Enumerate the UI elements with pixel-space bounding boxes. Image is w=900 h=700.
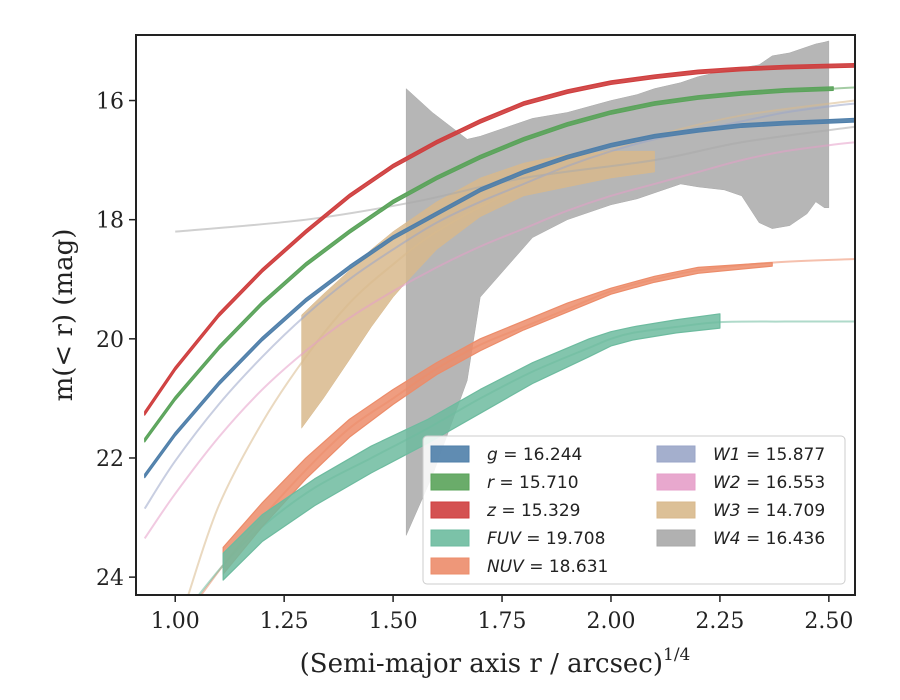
legend-label-nuv: NUV = 18.631 (487, 557, 608, 577)
legend-swatch-g (430, 445, 470, 463)
legend-swatch-r (430, 473, 470, 491)
model-curves (143, 63, 855, 595)
x-axis-label-exponent: 1/4 (663, 645, 690, 665)
y-tick-label: 18 (96, 209, 124, 234)
model-curve-w1 (143, 102, 855, 510)
legend-label-g: g = 16.244 (487, 445, 582, 465)
legend-swatch-z (430, 501, 470, 519)
x-tick-label: 2.50 (804, 609, 853, 634)
x-tick-label: 1.25 (260, 609, 309, 634)
x-tick-label: 2.25 (695, 609, 744, 634)
band-z (144, 63, 855, 416)
model-curve-w2 (143, 141, 855, 539)
legend-entries: g = 16.244 r = 15.710 z = 15.329 FUV = 19.7… (430, 445, 825, 577)
legend-swatch-fuv (430, 529, 470, 547)
model-curve-w3 (187, 99, 855, 595)
plot-frame (135, 34, 856, 596)
legend-label-w3: W3 = 14.709 (713, 501, 825, 521)
x-axis-label: (Semi-major axis r / arcsec)1/4 (300, 645, 691, 679)
axis-ticks: 1.00 1.25 1.50 1.75 2.00 2.25 2.50 16 18 20 22 24 (96, 90, 853, 634)
legend-label-fuv: FUV = 19.708 (487, 529, 605, 549)
x-tick-label: 2.00 (586, 609, 635, 634)
legend: g = 16.244 r = 15.710 z = 15.329 FUV = 19.7… (422, 435, 846, 585)
legend-swatch-w1 (656, 445, 696, 463)
band-w3 (301, 150, 655, 429)
legend-label-r: r = 15.710 (487, 473, 579, 493)
legend-label-w4: W4 = 16.436 (713, 529, 825, 549)
x-tick-label: 1.50 (369, 609, 418, 634)
legend-swatch-w2 (656, 473, 696, 491)
legend-swatch-w4 (656, 529, 696, 547)
legend-label-z: z = 15.329 (486, 501, 580, 521)
band-g (144, 117, 855, 479)
legend-swatch-nuv (430, 557, 470, 575)
legend-label-w1: W1 = 15.877 (713, 445, 825, 465)
legend-swatch-w3 (656, 501, 696, 519)
band-fuv (222, 313, 721, 581)
y-tick-label: 16 (96, 90, 124, 115)
y-axis-label: m(< r) (mag) (49, 229, 79, 402)
y-tick-label: 20 (96, 328, 124, 353)
x-tick-label: 1.00 (151, 609, 200, 634)
band-r (144, 86, 834, 443)
x-axis-label-main: (Semi-major axis r / arcsec) (300, 649, 663, 679)
model-curve-w4 (175, 125, 855, 233)
x-tick-label: 1.75 (478, 609, 527, 634)
legend-box (422, 435, 846, 585)
band-nuv (222, 261, 773, 575)
y-tick-label: 24 (96, 566, 124, 591)
legend-label-w2: W2 = 16.553 (713, 473, 825, 493)
y-tick-label: 22 (96, 447, 124, 472)
